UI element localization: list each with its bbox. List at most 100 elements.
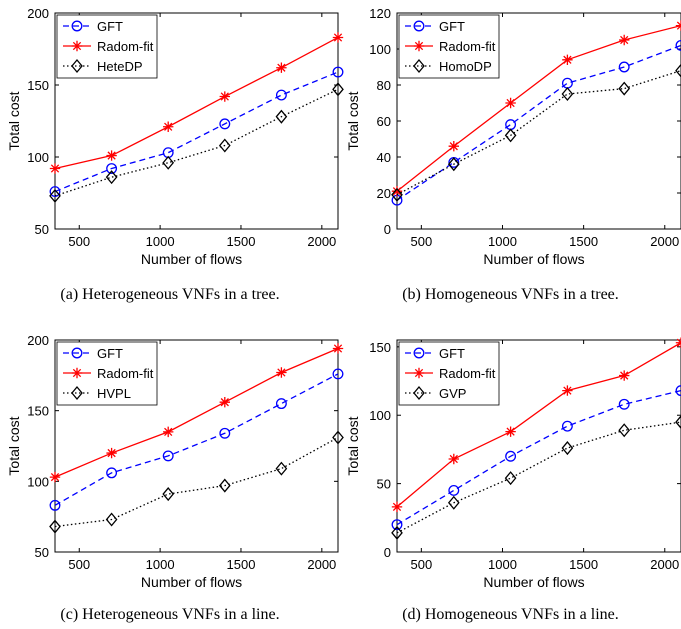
data-point bbox=[618, 61, 630, 73]
data-point bbox=[218, 478, 231, 493]
legend-entry-label: HomoDP bbox=[439, 59, 492, 74]
y-tick-label: 50 bbox=[35, 222, 49, 237]
data-point bbox=[276, 367, 287, 378]
legend-entry-label: Radom-fit bbox=[439, 366, 496, 381]
x-tick-label: 2000 bbox=[650, 234, 679, 249]
data-point bbox=[49, 163, 61, 174]
legend-marker bbox=[71, 40, 83, 52]
caption-d: (d) Homogeneous VNFs in a line. bbox=[402, 606, 619, 623]
data-point bbox=[219, 396, 230, 408]
data-point bbox=[618, 81, 631, 96]
x-tick-label: 1500 bbox=[569, 234, 598, 249]
data-point bbox=[618, 398, 630, 410]
y-tick-label: 60 bbox=[377, 114, 391, 129]
y-tick-label: 20 bbox=[377, 186, 391, 201]
data-point bbox=[562, 54, 573, 65]
data-point bbox=[162, 450, 174, 462]
x-tick-label: 2000 bbox=[307, 234, 336, 249]
series-line bbox=[54, 36, 339, 170]
data-point bbox=[675, 39, 681, 51]
legend-entry-label: GVP bbox=[439, 386, 466, 401]
legend-entry-label: Radom-fit bbox=[439, 39, 496, 54]
legend-entry-label: HeteDP bbox=[97, 59, 143, 74]
data-point bbox=[332, 343, 344, 354]
data-point bbox=[49, 499, 61, 511]
x-axis-label: Number of flows bbox=[483, 251, 584, 267]
legend: GFT Radom-fit HeteDP bbox=[56, 14, 158, 79]
y-tick-label: 150 bbox=[27, 78, 49, 93]
x-tick-label: 500 bbox=[68, 234, 90, 249]
legend-marker bbox=[71, 58, 83, 74]
data-point bbox=[391, 501, 403, 513]
series-radom-fit bbox=[49, 343, 344, 483]
y-tick-label: 150 bbox=[369, 340, 391, 355]
x-tick-label: 1500 bbox=[569, 557, 598, 572]
axes-box bbox=[54, 12, 339, 230]
data-point bbox=[106, 150, 117, 161]
axes-box bbox=[396, 339, 681, 553]
data-point bbox=[332, 32, 344, 43]
data-point bbox=[391, 525, 403, 540]
x-tick-label: 2000 bbox=[307, 557, 336, 572]
data-point bbox=[448, 453, 459, 465]
chart-c: 500 1000 1500 2000 50 100 150 200 Number of flow… bbox=[6, 333, 344, 590]
series-hvpl bbox=[49, 430, 344, 534]
series-line bbox=[396, 342, 681, 508]
data-point bbox=[675, 385, 681, 397]
y-axis-label: Total cost bbox=[6, 91, 22, 150]
y-axis-label: Total cost bbox=[6, 416, 22, 475]
caption-c: (c) Heterogeneous VNFs in a line. bbox=[60, 606, 280, 623]
data-point bbox=[106, 447, 117, 459]
x-tick-label: 1500 bbox=[227, 234, 256, 249]
data-point bbox=[106, 163, 118, 174]
data-point bbox=[49, 471, 61, 483]
legend: GFT Radom-fit HVPL bbox=[56, 341, 158, 406]
x-axis-label: Number of flows bbox=[141, 251, 242, 267]
y-tick-label: 120 bbox=[369, 6, 391, 21]
y-tick-label: 0 bbox=[384, 545, 391, 560]
series-homodp bbox=[391, 63, 681, 202]
legend-entry-label: GFT bbox=[97, 19, 123, 34]
data-point bbox=[276, 62, 287, 73]
x-tick-label: 1000 bbox=[146, 557, 175, 572]
axes-box bbox=[54, 339, 339, 553]
data-point bbox=[505, 97, 516, 109]
data-point bbox=[562, 385, 573, 396]
series-line bbox=[396, 44, 681, 201]
data-point bbox=[561, 420, 573, 432]
series-gft bbox=[49, 66, 344, 198]
data-point bbox=[504, 128, 517, 143]
data-point bbox=[162, 155, 175, 170]
series-line bbox=[54, 88, 339, 197]
data-point bbox=[332, 66, 344, 78]
data-point bbox=[618, 423, 631, 438]
data-point bbox=[505, 450, 517, 462]
series-gvp bbox=[391, 415, 681, 540]
y-tick-label: 0 bbox=[384, 222, 391, 237]
x-tick-label: 1500 bbox=[227, 557, 256, 572]
y-tick-label: 40 bbox=[377, 150, 391, 165]
legend: GFT Radom-fit HomoDP bbox=[398, 14, 500, 79]
y-tick-label: 200 bbox=[27, 333, 49, 348]
legend-entry-label: Radom-fit bbox=[97, 39, 154, 54]
series-radom-fit bbox=[391, 20, 681, 197]
data-point bbox=[505, 119, 517, 131]
series-hetedp bbox=[49, 82, 344, 203]
y-tick-label: 80 bbox=[377, 78, 391, 93]
data-point bbox=[675, 415, 681, 430]
x-tick-label: 500 bbox=[410, 557, 432, 572]
data-point bbox=[275, 461, 288, 476]
chart-a: 500 1000 1500 2000 50 100 150 200 Number of flow… bbox=[6, 6, 344, 267]
data-point bbox=[561, 77, 573, 89]
data-point bbox=[106, 467, 118, 479]
data-point bbox=[561, 441, 574, 456]
data-point bbox=[619, 34, 630, 46]
caption-a: (a) Heterogeneous VNFs in a tree. bbox=[60, 286, 280, 303]
series-line bbox=[54, 347, 339, 478]
data-point bbox=[49, 519, 61, 534]
series-gft bbox=[391, 385, 681, 531]
data-point bbox=[163, 426, 174, 438]
y-tick-label: 100 bbox=[369, 42, 391, 57]
series-line bbox=[396, 421, 681, 534]
